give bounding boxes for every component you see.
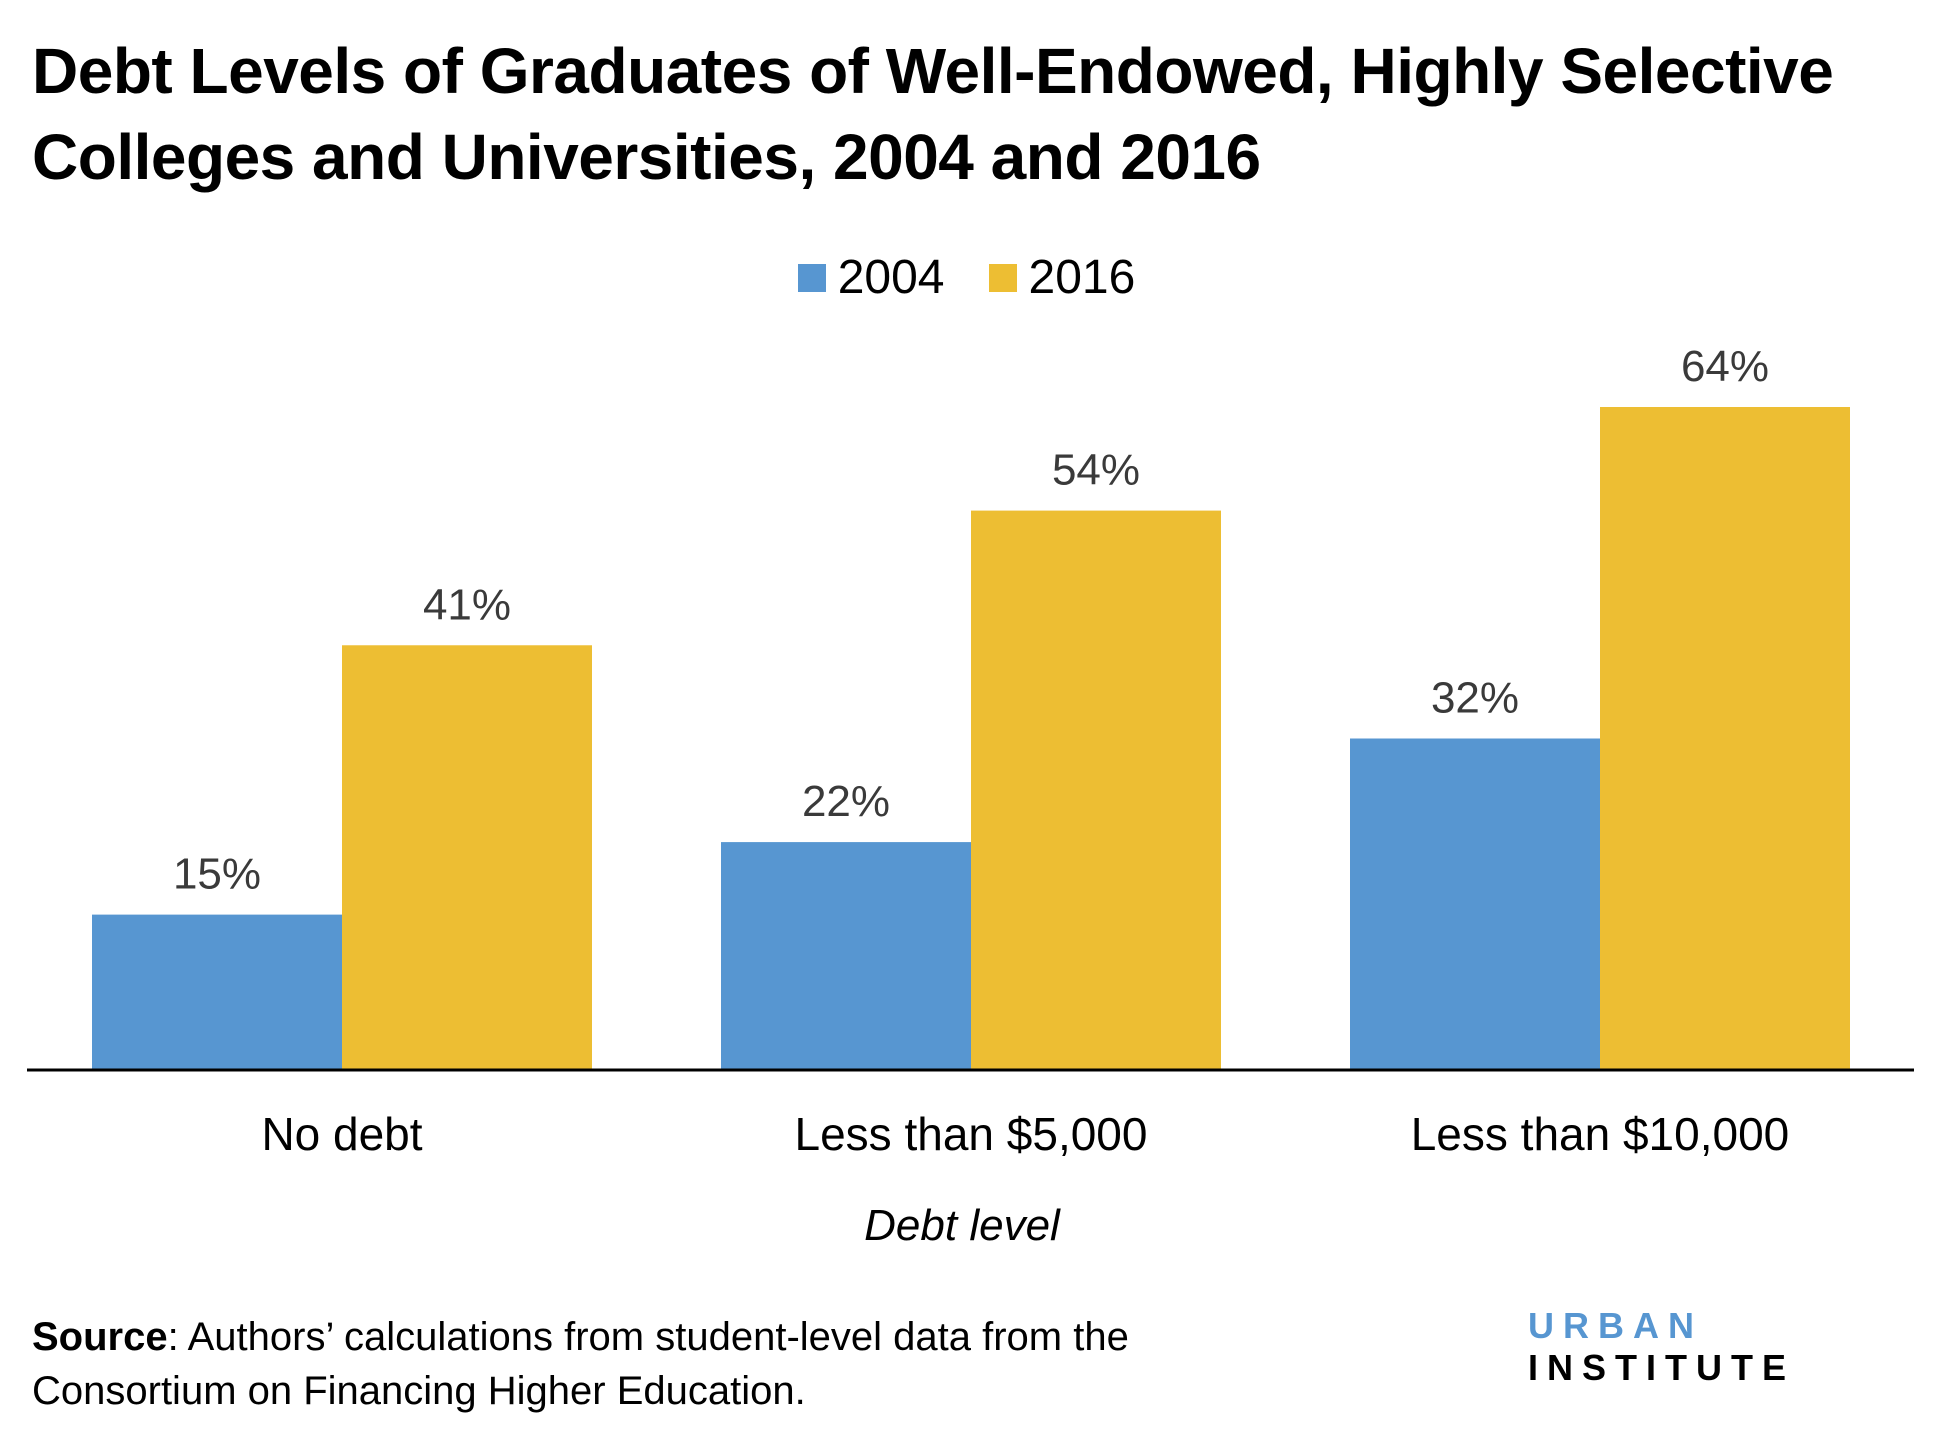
data-label: 41% [423,580,511,629]
x-tick-label: Less than $5,000 [795,1108,1148,1160]
legend-swatch-2016 [988,263,1017,292]
source-label: Source [32,1315,168,1359]
data-label: 22% [802,777,890,826]
bar-2016-2 [1600,407,1850,1070]
x-axis-title: Debt level [864,1201,1061,1250]
data-label: 54% [1052,446,1140,495]
bar-2016-0 [342,645,592,1070]
source-text: : Authors’ calculations from student-lev… [167,1315,1129,1359]
data-label: 64% [1681,342,1769,391]
data-label: 32% [1431,674,1519,723]
data-label: 15% [173,850,261,899]
urban-institute-logo: URBANINSTITUTE [1528,1305,1933,1389]
bar-chart: 15% 41% No debt 22% 54% Less than $5,000 32% 64… [27,342,1914,1250]
legend-item-2004: 2004 [797,250,945,305]
x-tick-label: No debt [261,1108,422,1160]
source-note: Source: Authors’ calculations from stude… [32,1310,1129,1418]
legend: 2004 2016 [0,250,1933,305]
legend-item-2016: 2016 [988,250,1136,305]
logo-institute: INSTITUTE [1528,1347,1795,1388]
legend-label-2004: 2004 [837,251,945,304]
bar-2004-0 [92,914,343,1070]
source-text-line2: Consortium on Financing Higher Education… [32,1369,806,1413]
bar-2004-1 [721,842,972,1070]
x-tick-label: Less than $10,000 [1411,1108,1790,1160]
legend-swatch-2004 [797,263,826,292]
bar-2016-1 [971,510,1221,1070]
logo-urban: URBAN [1528,1305,1703,1346]
legend-label-2016: 2016 [1028,251,1136,304]
bar-2004-2 [1350,738,1601,1070]
chart-title: Debt Levels of Graduates of Well-Endowed… [32,35,1834,193]
